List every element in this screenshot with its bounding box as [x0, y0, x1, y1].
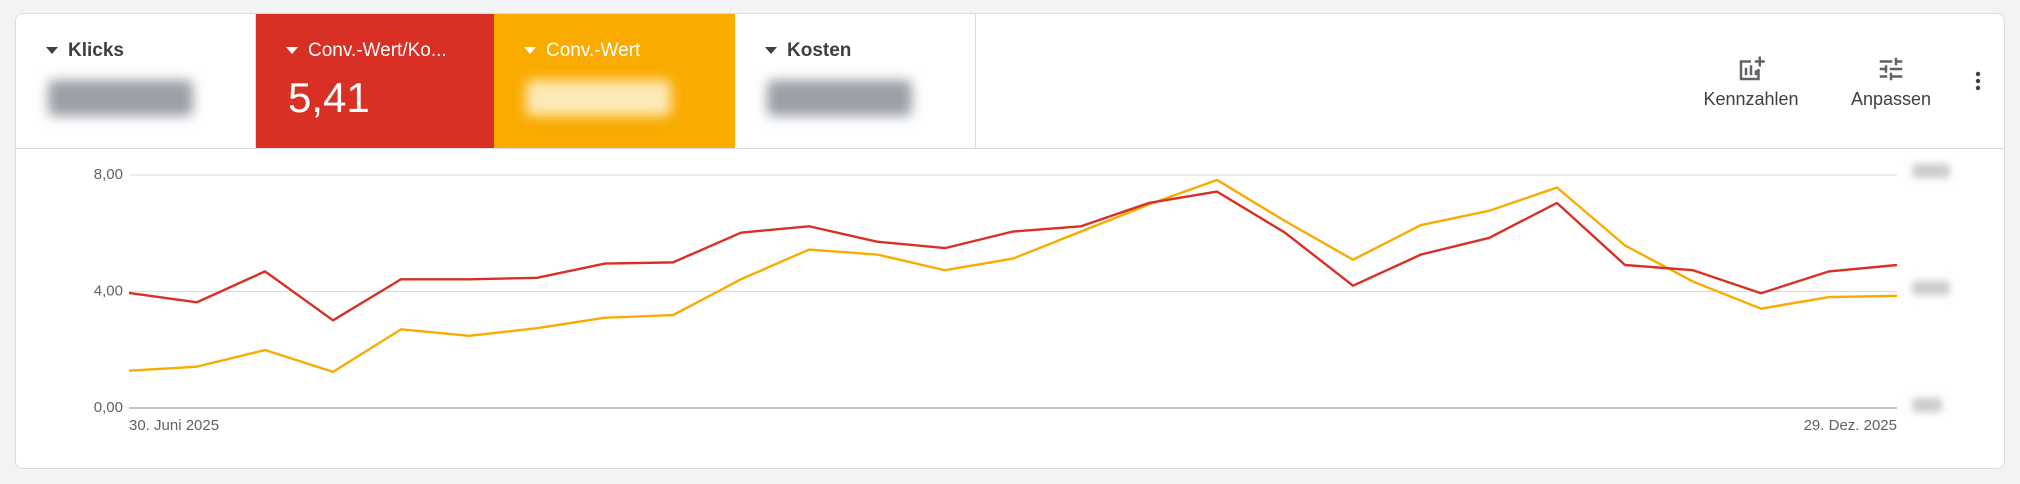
icon	[1739, 56, 1765, 81]
metric-tab[interactable]: Kosten	[735, 14, 976, 148]
x-tick-label: 29. Dez. 2025	[1804, 417, 1897, 434]
y-tick-label: 8,00	[94, 166, 123, 183]
blurred-axis-label	[1912, 398, 1942, 412]
blurred-axis-label	[1912, 281, 1950, 295]
metric-label: Conv.-Wert	[524, 40, 640, 62]
performance-card: Klicks Conv.-Wert/Ko... 5,41 Conv.-Wert …	[15, 13, 2005, 469]
blurred-value	[48, 80, 193, 116]
series-line	[128, 190, 1898, 322]
button-label: Kennzahlen	[1703, 89, 1799, 109]
metric-label: Kosten	[765, 40, 851, 62]
metric-label: Conv.-Wert/Ko...	[286, 40, 447, 62]
blurred-axis-label	[1912, 164, 1950, 178]
chart: 0,00 4,00 8,00 30. Juni 2025 29. Dez. 2025	[94, 164, 1950, 434]
metric-tab[interactable]: Conv.-Wert/Ko... 5,41	[256, 14, 494, 148]
y-tick-label: 4,00	[94, 282, 123, 299]
metric-tab[interactable]: Klicks	[16, 14, 256, 148]
more-button[interactable]	[1966, 66, 1990, 96]
metrics-button[interactable]: Kennzahlen	[1696, 54, 1806, 110]
x-tick-label: 30. Juni 2025	[129, 417, 219, 434]
metric-tab[interactable]: Conv.-Wert	[494, 14, 735, 148]
blurred-value	[767, 80, 912, 116]
button-label: Anpassen	[1850, 89, 1932, 109]
customize-button[interactable]: Anpassen	[1836, 54, 1946, 110]
metric-label: Klicks	[46, 40, 124, 62]
blurred-value	[526, 80, 671, 116]
series-line	[128, 178, 1898, 374]
icon	[1879, 57, 1903, 81]
metric-value: 5,41	[288, 74, 370, 121]
y-tick-label: 0,00	[94, 399, 123, 416]
metric-tabs: Klicks Conv.-Wert/Ko... 5,41 Conv.-Wert …	[16, 14, 2004, 149]
